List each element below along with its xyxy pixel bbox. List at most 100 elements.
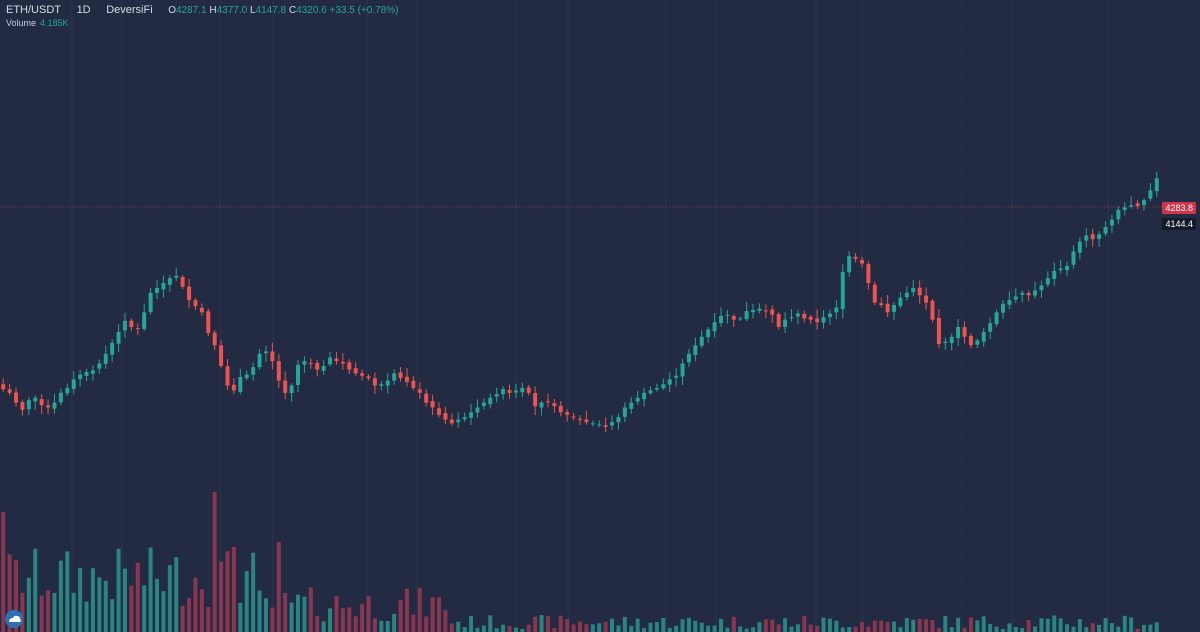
volume-bar [26, 577, 31, 632]
candle-body [872, 284, 877, 303]
candle-body [853, 256, 858, 259]
volume-bar [783, 618, 788, 632]
candle-body [513, 390, 518, 393]
candle-body [744, 311, 749, 320]
candle-body [526, 387, 531, 393]
volume-bar [142, 585, 147, 632]
candle-body [251, 367, 256, 375]
candle-body [129, 320, 134, 327]
volume-bar [706, 625, 711, 632]
volume-bar [911, 619, 916, 632]
candle-body [26, 400, 31, 410]
volume-bar [744, 628, 749, 632]
volume-bar [770, 619, 775, 632]
volume-bar [815, 626, 820, 632]
volume-bar [1097, 624, 1102, 632]
candle-body [1129, 205, 1134, 207]
volume-bar [526, 624, 531, 632]
candle-body [642, 392, 647, 400]
candle-body [712, 322, 717, 332]
volume-bar [1000, 628, 1005, 632]
candle-body [1065, 266, 1070, 271]
candle-body [770, 309, 775, 315]
volume-bar [289, 602, 294, 632]
volume-bar [372, 618, 377, 632]
candle-body [552, 403, 557, 407]
volume-bar [212, 492, 217, 632]
volume-bar [1084, 627, 1089, 632]
candle-body [199, 307, 204, 313]
candle-body [725, 314, 730, 316]
candle-body [956, 326, 961, 339]
symbol-name[interactable]: ETH/USDT [6, 4, 61, 16]
interval-label[interactable]: 1D [76, 4, 91, 16]
candle-body [161, 283, 166, 290]
volume-bar [988, 624, 993, 632]
volume-bar [834, 620, 839, 632]
candle-body [975, 340, 980, 345]
candle-body [225, 366, 230, 386]
candle-body [571, 416, 576, 418]
candle-body [930, 300, 935, 320]
candle-body [257, 353, 262, 368]
candle-body [430, 401, 435, 408]
candle-body [795, 313, 800, 317]
volume-bar [129, 585, 134, 632]
volume-bar [219, 561, 224, 632]
candle-body [366, 376, 371, 379]
volume-bar [193, 577, 198, 632]
candle-body [276, 361, 281, 381]
volume-bar [667, 627, 672, 632]
candle-body [206, 311, 211, 334]
candle-body [238, 376, 243, 392]
volume-bar [174, 557, 179, 632]
candle-body [616, 417, 621, 423]
candle-body [321, 366, 326, 371]
candle-body [789, 317, 794, 319]
volume-bar [654, 622, 659, 632]
volume-bar [1058, 618, 1063, 632]
candle-body [353, 368, 358, 374]
volume-bar [578, 621, 582, 632]
candle-body [834, 307, 839, 313]
candle-body [456, 419, 461, 423]
candle-body [58, 392, 63, 403]
volume-bar [1103, 618, 1108, 632]
candle-body [1058, 268, 1063, 271]
cloud-logo-icon[interactable] [5, 610, 23, 628]
exchange-label: DeversiFi [106, 4, 153, 16]
candle-body [558, 405, 563, 413]
candle-body [866, 264, 871, 284]
volume-bar [904, 617, 909, 632]
volume-bar [430, 597, 435, 632]
candle-body [1097, 234, 1102, 239]
candle-body [879, 303, 884, 306]
open-value: 4287.1 [175, 5, 207, 16]
candle-body [283, 380, 288, 393]
candle-body [167, 278, 172, 285]
volume-bar [360, 604, 365, 632]
candle-body [187, 286, 192, 301]
volume-bar [1026, 620, 1031, 632]
volume-bar [366, 596, 371, 632]
candle-body [860, 259, 864, 264]
volume-bar [283, 592, 288, 632]
candle-body [360, 373, 365, 376]
volume-bar [411, 614, 416, 632]
volume-bar [1052, 615, 1057, 632]
candle-body [719, 316, 723, 324]
volume-bar [155, 578, 160, 632]
volume-bar [379, 620, 384, 632]
candle-body [699, 336, 704, 346]
candle-body [1007, 300, 1012, 305]
volume-bar [392, 613, 397, 632]
candle-body [943, 341, 948, 344]
candle-body [674, 375, 679, 378]
candle-body [520, 387, 525, 393]
candle-body [1033, 290, 1038, 296]
candle-body [65, 387, 70, 394]
volume-bar [71, 592, 76, 632]
volume-bar [52, 593, 57, 632]
